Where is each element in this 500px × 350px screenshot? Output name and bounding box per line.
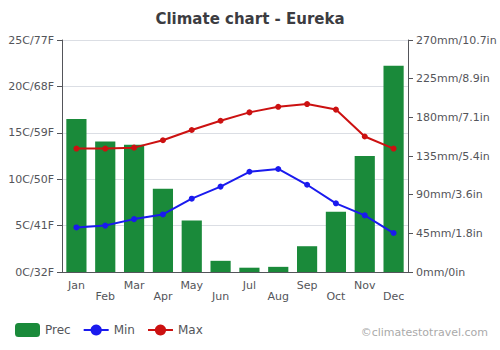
svg-text:Dec: Dec bbox=[383, 290, 404, 303]
svg-text:May: May bbox=[180, 279, 203, 292]
svg-text:5C/41F: 5C/41F bbox=[15, 219, 54, 232]
svg-text:Mar: Mar bbox=[124, 279, 145, 292]
svg-text:135mm/5.4in: 135mm/5.4in bbox=[416, 150, 490, 163]
svg-text:Sep: Sep bbox=[297, 279, 318, 292]
svg-text:Min: Min bbox=[114, 323, 135, 337]
svg-text:Jan: Jan bbox=[67, 279, 85, 292]
svg-text:15C/59F: 15C/59F bbox=[8, 126, 54, 139]
svg-text:Max: Max bbox=[178, 323, 203, 337]
svg-text:20C/68F: 20C/68F bbox=[8, 80, 54, 93]
svg-text:©climatestotravel.com: ©climatestotravel.com bbox=[361, 326, 488, 339]
svg-text:25C/77F: 25C/77F bbox=[8, 34, 54, 47]
svg-text:Aug: Aug bbox=[268, 290, 289, 303]
svg-text:0mm/0in: 0mm/0in bbox=[416, 266, 465, 279]
svg-text:Nov: Nov bbox=[354, 279, 376, 292]
svg-text:45mm/1.8in: 45mm/1.8in bbox=[416, 227, 483, 240]
svg-text:Jul: Jul bbox=[242, 279, 256, 292]
svg-text:Prec: Prec bbox=[45, 323, 71, 337]
svg-text:225mm/8.9in: 225mm/8.9in bbox=[416, 72, 490, 85]
svg-text:Climate chart - Eureka: Climate chart - Eureka bbox=[155, 10, 344, 28]
svg-text:0C/32F: 0C/32F bbox=[15, 266, 54, 279]
svg-text:Jun: Jun bbox=[211, 290, 229, 303]
svg-text:Apr: Apr bbox=[153, 290, 173, 303]
svg-text:Feb: Feb bbox=[96, 290, 115, 303]
svg-text:90mm/3.6in: 90mm/3.6in bbox=[416, 188, 483, 201]
svg-text:Oct: Oct bbox=[326, 290, 346, 303]
svg-text:180mm/7.1in: 180mm/7.1in bbox=[416, 111, 490, 124]
svg-text:270mm/10.7in: 270mm/10.7in bbox=[416, 34, 497, 47]
svg-text:10C/50F: 10C/50F bbox=[8, 173, 54, 186]
